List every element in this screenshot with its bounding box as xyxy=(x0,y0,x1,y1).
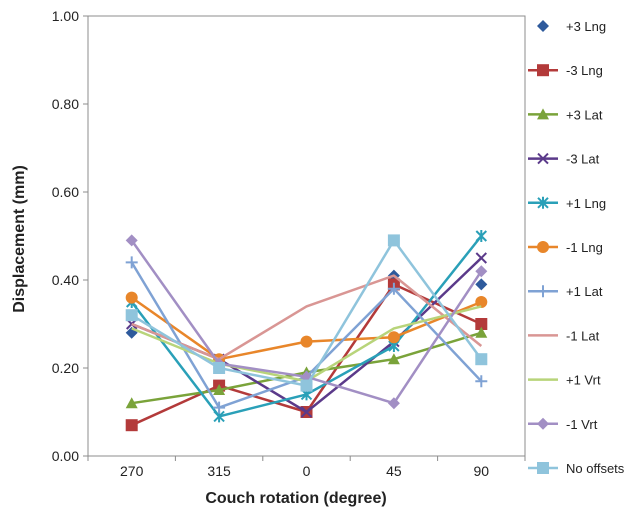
x-axis-title: Couch rotation (degree) xyxy=(205,490,386,507)
axes: 0.00 0.20 0.40 0.60 0.80 1.00 270 315 0 45 90 xyxy=(52,8,525,479)
x-tick-label: 315 xyxy=(207,463,231,479)
legend-item: -1 Vrt xyxy=(528,417,598,432)
data-point xyxy=(475,278,487,290)
x-tick-label: 270 xyxy=(120,463,144,479)
y-tick-label: 0.40 xyxy=(52,272,79,288)
legend-label: No offsets xyxy=(566,461,625,476)
legend-label: +1 Lat xyxy=(566,284,603,299)
legend-label: +1 Vrt xyxy=(566,373,601,388)
y-tick-label: 0.80 xyxy=(52,96,79,112)
legend-item: +1 Lng xyxy=(528,196,606,211)
legend-marker xyxy=(537,285,549,297)
y-axis-title: Displacement (mm) xyxy=(11,165,28,313)
x-tick-label: 0 xyxy=(303,463,311,479)
x-tick-label: 45 xyxy=(386,463,402,479)
series-layer xyxy=(126,230,488,431)
legend-item: -1 Lat xyxy=(528,328,600,343)
legend-label: +3 Lng xyxy=(566,19,606,34)
legend-item: +1 Vrt xyxy=(528,373,601,388)
legend-label: -1 Lng xyxy=(566,240,603,255)
legend-item: +3 Lng xyxy=(537,19,606,34)
data-point xyxy=(301,336,313,348)
legend-marker xyxy=(537,241,549,253)
data-point xyxy=(476,230,486,242)
data-point xyxy=(126,419,138,431)
y-tick-label: 0.00 xyxy=(52,448,79,464)
legend-item: -3 Lng xyxy=(528,63,603,78)
data-point xyxy=(388,331,400,343)
legend-item: No offsets xyxy=(528,461,625,476)
data-point xyxy=(213,362,225,374)
legend-item: -1 Lng xyxy=(528,240,603,255)
legend-item: -3 Lat xyxy=(528,152,600,167)
y-tick-label: 0.20 xyxy=(52,360,79,376)
legend-marker xyxy=(537,462,549,474)
legend-label: +3 Lat xyxy=(566,107,603,122)
legend: +3 Lng -3 Lng +3 Lat -3 Lat +1 Lng -1 Lng +1 L… xyxy=(528,19,625,476)
legend-label: -3 Lat xyxy=(566,152,600,167)
data-point xyxy=(126,292,138,304)
legend-marker xyxy=(537,20,549,32)
legend-label: -1 Lat xyxy=(566,328,600,343)
data-point xyxy=(475,353,487,365)
data-point xyxy=(301,380,313,392)
y-tick-label: 1.00 xyxy=(52,8,79,24)
data-point xyxy=(126,256,138,268)
legend-marker xyxy=(537,64,549,76)
data-point xyxy=(388,234,400,246)
series-4 xyxy=(127,230,487,422)
x-tick-label: 90 xyxy=(474,463,490,479)
legend-label: +1 Lng xyxy=(566,196,606,211)
legend-label: -1 Vrt xyxy=(566,417,598,432)
data-point xyxy=(476,253,486,263)
data-point xyxy=(126,309,138,321)
legend-item: +1 Lat xyxy=(528,284,603,299)
legend-item: +3 Lat xyxy=(528,107,603,122)
series-1 xyxy=(126,278,488,431)
legend-label: -3 Lng xyxy=(566,63,603,78)
y-tick-label: 0.60 xyxy=(52,184,79,200)
legend-marker xyxy=(537,418,549,430)
